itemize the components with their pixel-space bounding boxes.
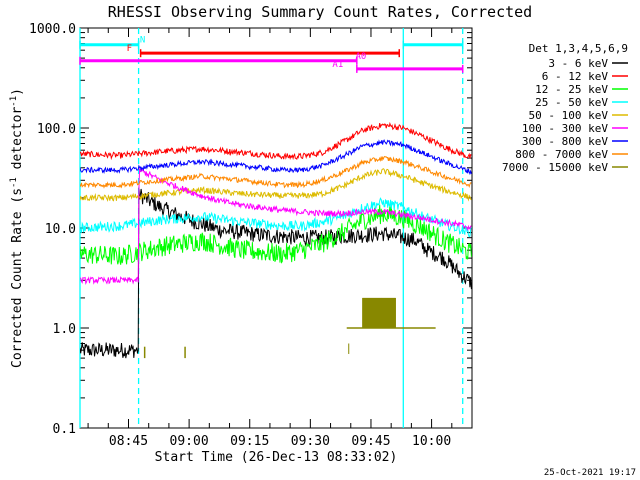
y-axis-label: Corrected Count Rate (s-1 detector-1) [9, 88, 25, 368]
y-axis-label-part: -1 [9, 177, 19, 188]
legend-title: Det 1,3,4,5,6,9 [529, 42, 628, 55]
legend-entry-label: 6 - 12 keV [542, 70, 609, 83]
y-tick-label: 1000.0 [29, 22, 76, 37]
x-tick-label: 09:30 [291, 434, 330, 449]
series-line [80, 121, 472, 161]
flag-bar-label: N [140, 36, 145, 46]
legend-entry-label: 12 - 25 keV [535, 83, 608, 96]
x-tick-label: 09:00 [170, 434, 209, 449]
y-axis-label-part: ) [10, 88, 25, 96]
y-tick-label: 10.0 [45, 222, 76, 237]
legend-entry-label: 300 - 800 keV [522, 135, 608, 148]
x-tick-label: 10:00 [412, 434, 451, 449]
series-line [80, 167, 472, 286]
series-line [80, 139, 472, 176]
flag-bar-label: F [127, 44, 132, 54]
y-tick-label: 1.0 [53, 322, 76, 337]
x-tick-label: 08:45 [109, 434, 148, 449]
y-axis-label-part: -1 [9, 96, 19, 107]
footer-timestamp: 25-Oct-2021 19:17 [544, 468, 636, 478]
series-group [80, 121, 472, 359]
chart-title: RHESSI Observing Summary Count Rates, Co… [108, 3, 532, 21]
legend-entry-label: 3 - 6 keV [548, 57, 608, 70]
flag-bar-label: A0 [355, 52, 366, 62]
legend-entry-label: 7000 - 15000 keV [502, 161, 608, 174]
y-tick-label: 100.0 [37, 122, 76, 137]
legend-entry-label: 25 - 50 keV [535, 96, 608, 109]
y-axis-label-part: detector [10, 107, 25, 178]
series-line [80, 168, 472, 202]
series-line [80, 155, 472, 189]
legend-entry-label: 800 - 7000 keV [515, 148, 608, 161]
x-tick-label: 09:45 [351, 434, 390, 449]
x-tick-label: 09:15 [230, 434, 269, 449]
y-tick-label: 0.1 [53, 422, 76, 437]
flag-bar-label: A1 [332, 60, 343, 70]
x-axis-label: Start Time (26-Dec-13 08:33:02) [155, 450, 398, 465]
legend-entry-label: 100 - 300 keV [522, 122, 608, 135]
y-axis-label-part: Corrected Count Rate (s [10, 188, 25, 368]
legend-entry-label: 50 - 100 keV [529, 109, 609, 122]
series-line [80, 197, 472, 238]
